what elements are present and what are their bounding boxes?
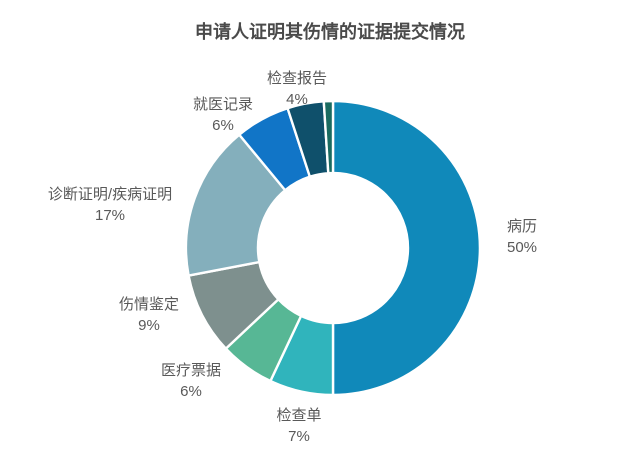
segment-label: 病历 50% xyxy=(507,218,537,256)
segment-label: 检查报告 4% xyxy=(267,70,327,108)
segment-label: 检查单 7% xyxy=(276,407,321,445)
segment-label: 医疗票据 6% xyxy=(161,362,221,400)
segment-labels: 病历 50% 检查单 7% 医疗票据 6% 伤情鉴定 9% 诊断证明/疾病证明 17% 就医记录 6%… xyxy=(48,70,537,445)
donut-segment xyxy=(322,99,335,175)
donut-segment xyxy=(331,99,482,397)
segment-label: 就医记录 6% xyxy=(193,96,253,134)
donut-segments xyxy=(184,99,482,397)
chart-title: 申请人证明其伤情的证据提交情况 xyxy=(195,21,465,42)
segment-label: 诊断证明/疾病证明 17% xyxy=(48,186,172,224)
segment-label: 伤情鉴定 9% xyxy=(119,296,179,334)
